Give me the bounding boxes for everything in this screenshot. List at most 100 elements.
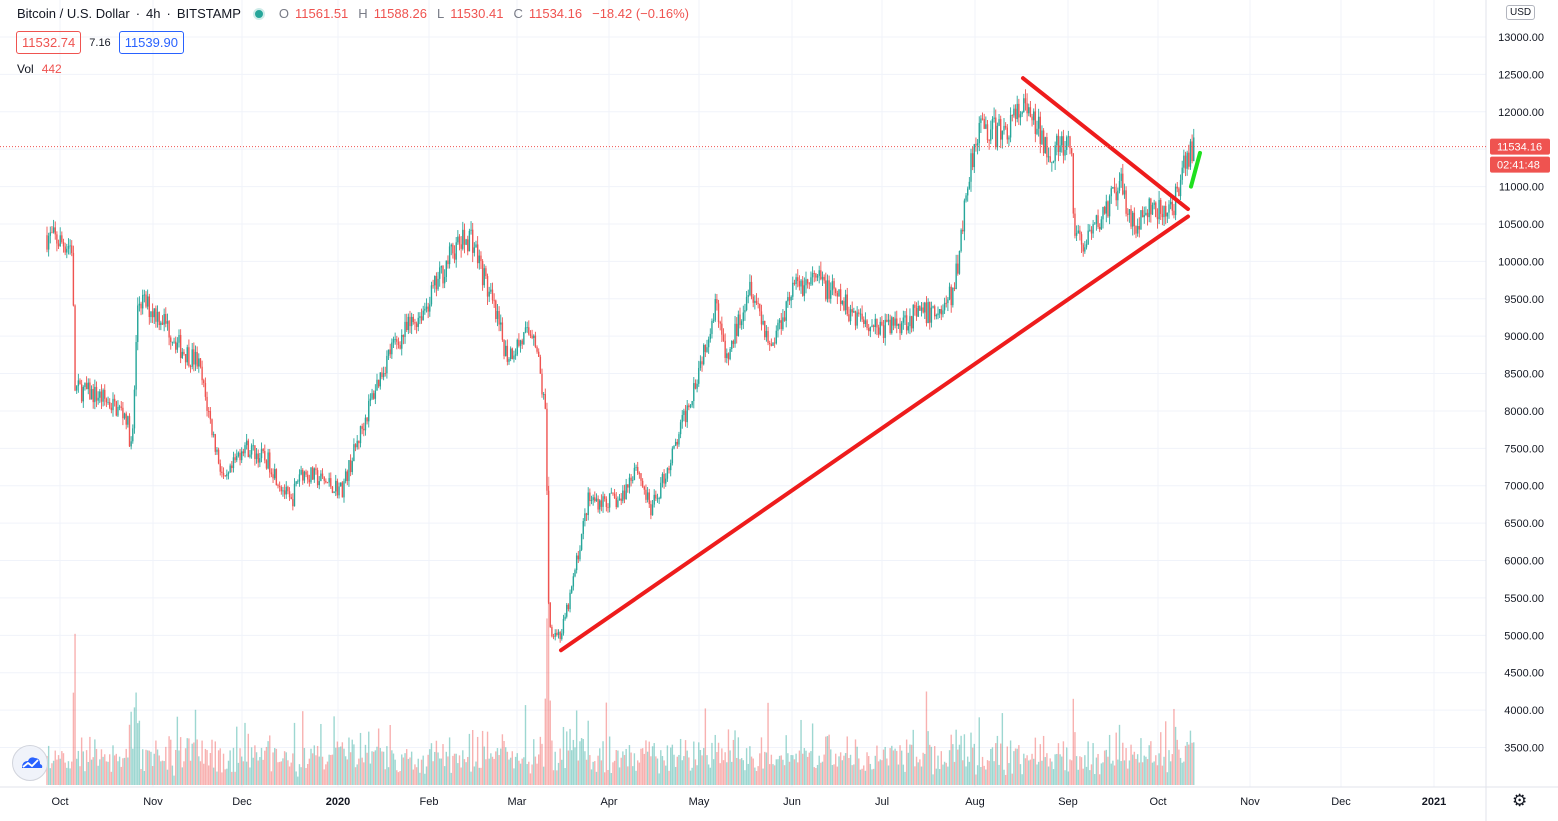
candle-body — [808, 283, 810, 285]
volume-bar — [582, 739, 584, 785]
candle-body — [321, 473, 324, 477]
candle-body — [1176, 186, 1178, 189]
candle-body — [1090, 229, 1093, 234]
candle-body — [186, 347, 188, 363]
volume-bar — [287, 760, 289, 785]
volume-bar — [113, 755, 116, 785]
candle-body — [929, 302, 931, 323]
volume-bar — [1173, 708, 1175, 785]
time-axis[interactable]: Oct Nov Dec 2020 Feb Mar Apr May Jun Jul Aug Sep Oct… — [51, 796, 1446, 808]
volume-bar — [110, 771, 113, 785]
tradingview-logo-icon[interactable] — [12, 745, 48, 781]
volume-bar — [146, 750, 149, 785]
candle-body — [87, 382, 89, 390]
candle-body — [1006, 127, 1008, 140]
candle-body — [290, 497, 292, 500]
candle-body — [811, 273, 814, 278]
candle-body — [206, 396, 208, 411]
volume-bar — [656, 758, 659, 785]
candle-body — [978, 122, 980, 144]
volume-bar — [485, 759, 487, 785]
candle-body — [1135, 226, 1137, 234]
candle-body — [894, 318, 896, 326]
candle-body — [344, 471, 347, 482]
symbol-name[interactable]: Bitcoin / U.S. Dollar — [17, 6, 130, 21]
volume-bar — [308, 758, 311, 785]
volume-bar — [1087, 741, 1089, 785]
candle-body — [721, 323, 723, 335]
candle-body — [986, 124, 989, 141]
candle-body — [703, 344, 705, 365]
candle-body — [970, 153, 972, 182]
currency-button[interactable]: USD — [1506, 5, 1536, 20]
time-tick-label: Jun — [783, 796, 801, 808]
candle-body — [869, 326, 872, 332]
volume-bar — [194, 709, 197, 785]
volume-bar — [625, 748, 627, 785]
buy-price-button[interactable]: 11539.90 — [118, 31, 184, 54]
volume-bar — [770, 754, 773, 785]
candle-body — [670, 463, 672, 471]
candle-body — [1118, 181, 1121, 191]
volume-bar — [1097, 753, 1099, 785]
volume-bar — [513, 768, 515, 785]
candle-body — [930, 307, 933, 323]
candle-body — [1158, 199, 1160, 220]
volume-bar — [232, 747, 235, 785]
volume-bar — [1059, 754, 1061, 785]
candle-body — [582, 521, 584, 535]
candle-body — [115, 401, 117, 416]
candle-body — [127, 416, 129, 425]
candle-body — [409, 316, 411, 327]
candle-body — [292, 499, 294, 507]
volume-bar — [1120, 761, 1122, 785]
candle-body — [102, 389, 104, 402]
candle-body — [468, 230, 471, 252]
volume-bar — [905, 739, 908, 785]
candle-body — [640, 473, 642, 481]
volume-bar — [109, 754, 111, 785]
volume-bar — [173, 775, 175, 785]
interval-label[interactable]: 4h — [146, 6, 161, 21]
sell-price-button[interactable]: 11532.74 — [16, 31, 82, 54]
gear-icon[interactable]: ⚙ — [1512, 791, 1528, 810]
volume-bar — [1090, 764, 1093, 785]
candle-body — [549, 602, 551, 627]
candle-body — [1089, 229, 1091, 231]
candle-body — [980, 118, 982, 123]
volume-bar — [1075, 756, 1078, 785]
volume-bar — [618, 767, 621, 785]
volume-bar — [460, 767, 462, 785]
price-axis[interactable]: 3500.00 4000.00 4500.00 5000.00 5500.00 6000.… — [1498, 32, 1544, 755]
volume-bar — [948, 750, 951, 785]
volume-bar — [46, 756, 48, 785]
volume-bar — [524, 705, 527, 785]
candle-body — [1189, 141, 1192, 167]
volume-bar — [986, 760, 989, 785]
candle-body — [1052, 161, 1055, 163]
candle-body — [600, 500, 603, 507]
candle-body — [500, 322, 502, 325]
volume-bar — [353, 744, 355, 785]
volume-bar — [856, 746, 858, 785]
volume-bar — [183, 761, 185, 785]
volume-bar — [247, 733, 249, 785]
volume-bar — [374, 750, 377, 785]
volume-bar — [769, 764, 771, 785]
volume-bar — [1174, 726, 1177, 785]
volume-bar — [341, 742, 344, 785]
volume-bar — [130, 711, 132, 785]
volume-bar — [630, 752, 632, 785]
volume-bar — [872, 768, 875, 785]
trendline-drawings[interactable] — [559, 76, 1202, 653]
volume-bar — [76, 758, 78, 785]
volume-bar — [566, 731, 568, 785]
candle-body — [480, 255, 482, 261]
candle-body — [478, 255, 480, 264]
candle-body — [1057, 135, 1060, 152]
candle-body — [536, 347, 538, 352]
volume-bar — [302, 711, 304, 785]
candle-body — [447, 260, 449, 265]
